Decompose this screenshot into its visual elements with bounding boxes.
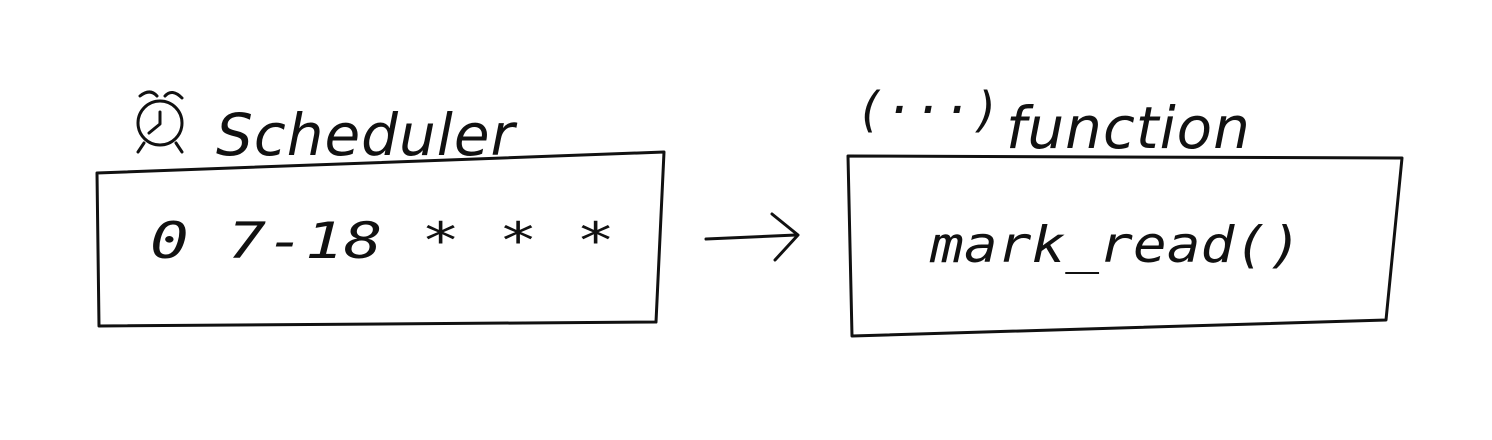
cron-expression: 0 7-18 * * *: [150, 212, 615, 270]
alarm-clock-icon: [136, 90, 184, 154]
parentheses-dots-icon: (···): [856, 82, 1001, 138]
right-arrow-icon: [704, 212, 800, 262]
function-title: function: [1006, 94, 1251, 162]
function-call: mark_read(): [929, 216, 1302, 274]
scheduler-box: [95, 150, 666, 328]
scheduler-title: Scheduler: [216, 101, 518, 169]
function-node: (···) function mark_read(): [846, 82, 1404, 338]
scheduler-node: Scheduler 0 7-18 * * *: [95, 90, 666, 328]
function-box: [846, 154, 1404, 338]
